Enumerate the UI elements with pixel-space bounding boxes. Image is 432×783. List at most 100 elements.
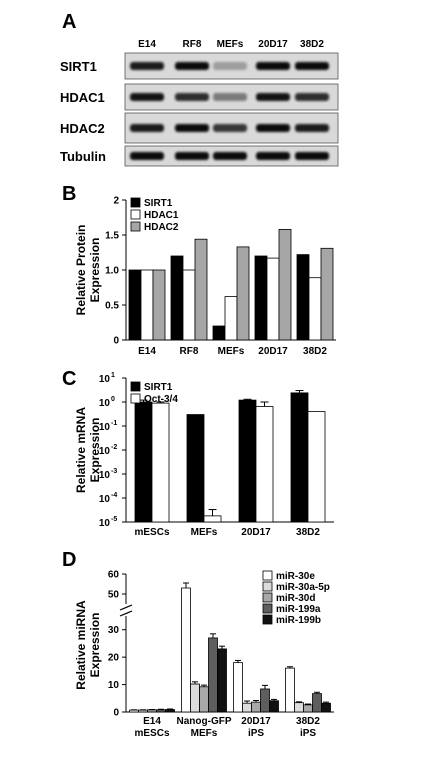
bar-mir-199a (260, 688, 270, 713)
bar-oct-3-4 (151, 402, 170, 523)
x-tick-sublabel: mESCs (134, 728, 169, 739)
x-tick-label: E14 (138, 346, 156, 357)
blot-band-hdac2 (256, 124, 290, 132)
y-tick-exponent: -5 (111, 516, 117, 523)
x-tick-label: MEFs (218, 346, 245, 357)
bar-hdac2 (320, 247, 334, 341)
blot-band-sirt1 (256, 62, 290, 70)
x-tick-label: mESCs (134, 527, 169, 538)
bar-hdac2 (194, 238, 208, 341)
x-tick-label: 38D2 (303, 346, 327, 357)
bar-mir-30a-5p (294, 702, 304, 713)
legend-swatch-hdac1 (130, 209, 141, 220)
y-tick-label: 0.5 (105, 301, 119, 312)
blot-band-hdac2 (175, 124, 209, 132)
legend-label-mir-199b: miR-199b (276, 615, 321, 626)
blot-band-sirt1 (175, 62, 209, 70)
blot-band-tubulin (295, 152, 329, 160)
bar-sirt1 (238, 399, 257, 523)
bar-oct-3-4 (307, 411, 326, 523)
y-axis-label: Relative ProteinExpression (74, 225, 102, 316)
blot-band-sirt1 (295, 62, 329, 70)
blot-band-tubulin (213, 152, 247, 160)
x-tick-label: 38D2 (296, 716, 320, 727)
x-tick-label: MEFs (191, 527, 218, 538)
y-tick-label: 10 (99, 422, 111, 433)
bar-mir-199b (269, 700, 279, 713)
y-axis-label: Relative mRNAExpression (74, 407, 102, 493)
legend-label-mir-30a-5p: miR-30a-5p (276, 582, 330, 593)
blot-band-hdac1 (256, 93, 290, 101)
y-tick-exponent: -4 (111, 492, 117, 499)
legend-swatch-oct-3-4 (130, 393, 141, 404)
lane-label-e14: E14 (138, 39, 156, 50)
bar-sirt1 (134, 401, 153, 523)
y-axis-label: Relative miRNAExpression (74, 600, 102, 690)
legend-swatch-mir-30a-5p (262, 581, 273, 592)
y-axis-label-line: Expression (88, 613, 102, 678)
bar-mir-30e (181, 587, 191, 713)
x-tick-label: 20D17 (241, 716, 271, 727)
y-tick-exponent: 1 (111, 372, 115, 379)
legend-swatch-mir-30d (262, 592, 273, 603)
y-tick-label: 1.5 (105, 231, 119, 242)
legend-label-hdac2: HDAC2 (144, 222, 179, 233)
bar-hdac2 (236, 246, 250, 341)
bar-sirt1 (186, 414, 205, 523)
legend-swatch-sirt1 (130, 381, 141, 392)
blot-band-tubulin (256, 152, 290, 160)
protein-expression-chart: 0 0.5 1.0 1.5 2 Relative ProteinExpression E14… (74, 196, 336, 357)
bar-hdac1 (140, 269, 154, 341)
bar-hdac1 (266, 257, 280, 341)
y-tick-exponent: -3 (111, 468, 117, 475)
bar-hdac2 (152, 269, 166, 341)
y-tick-label: 10 (99, 398, 111, 409)
bar-sirt1 (296, 254, 310, 341)
y-axis-label-line: Relative mRNA (74, 407, 88, 493)
bar-mir-30e (129, 709, 139, 713)
bar-mir-199a (208, 637, 218, 713)
y-tick-exponent: -2 (111, 444, 117, 451)
y-tick-label: 10 (108, 680, 120, 691)
y-tick-label: 2 (113, 196, 119, 207)
x-tick-label: 20D17 (258, 346, 288, 357)
bar-oct-3-4 (203, 515, 222, 523)
blot-band-tubulin (130, 152, 164, 160)
blot-band-sirt1 (213, 62, 247, 70)
bar-hdac1 (224, 296, 238, 341)
bar-hdac1 (308, 277, 322, 341)
bar-mir-199b (321, 702, 331, 713)
bar-mir-199a (156, 709, 166, 713)
bar-sirt1 (170, 255, 184, 341)
panel-label-b: B (62, 183, 76, 205)
bar-hdac1 (182, 269, 196, 341)
axis-break-mark (119, 604, 133, 611)
legend-swatch-mir-30e (262, 570, 273, 581)
bar-mir-30d (199, 686, 209, 713)
blot-band-hdac1 (213, 93, 247, 101)
bar-oct-3-4 (255, 406, 274, 523)
bar-mir-30a-5p (190, 683, 200, 713)
bar-hdac2 (278, 228, 292, 341)
bar-sirt1 (212, 325, 226, 341)
x-tick-label: RF8 (180, 346, 199, 357)
blot-band-hdac2 (295, 124, 329, 132)
x-tick-sublabel: iPS (248, 728, 264, 739)
bar-mir-30a-5p (242, 702, 252, 713)
legend-label-mir-30e: miR-30e (276, 571, 315, 582)
bar-mir-199b (217, 648, 227, 713)
x-tick-label: 20D17 (241, 527, 271, 538)
axis-break-mark (119, 610, 133, 617)
y-axis-label-line: Relative Protein (74, 225, 88, 316)
y-tick-label: 10 (99, 518, 111, 529)
bar-mir-30d (147, 709, 157, 713)
y-tick-label: 0 (113, 708, 119, 719)
lane-label-38d2: 38D2 (300, 39, 324, 50)
bar-mir-30d (251, 701, 261, 713)
blot-band-hdac1 (175, 93, 209, 101)
y-tick-label: 0 (113, 336, 119, 347)
legend-label-mir-199a: miR-199a (276, 604, 321, 615)
blot-label-tubulin: Tubulin (60, 149, 106, 164)
lane-label-rf8: RF8 (183, 39, 202, 50)
